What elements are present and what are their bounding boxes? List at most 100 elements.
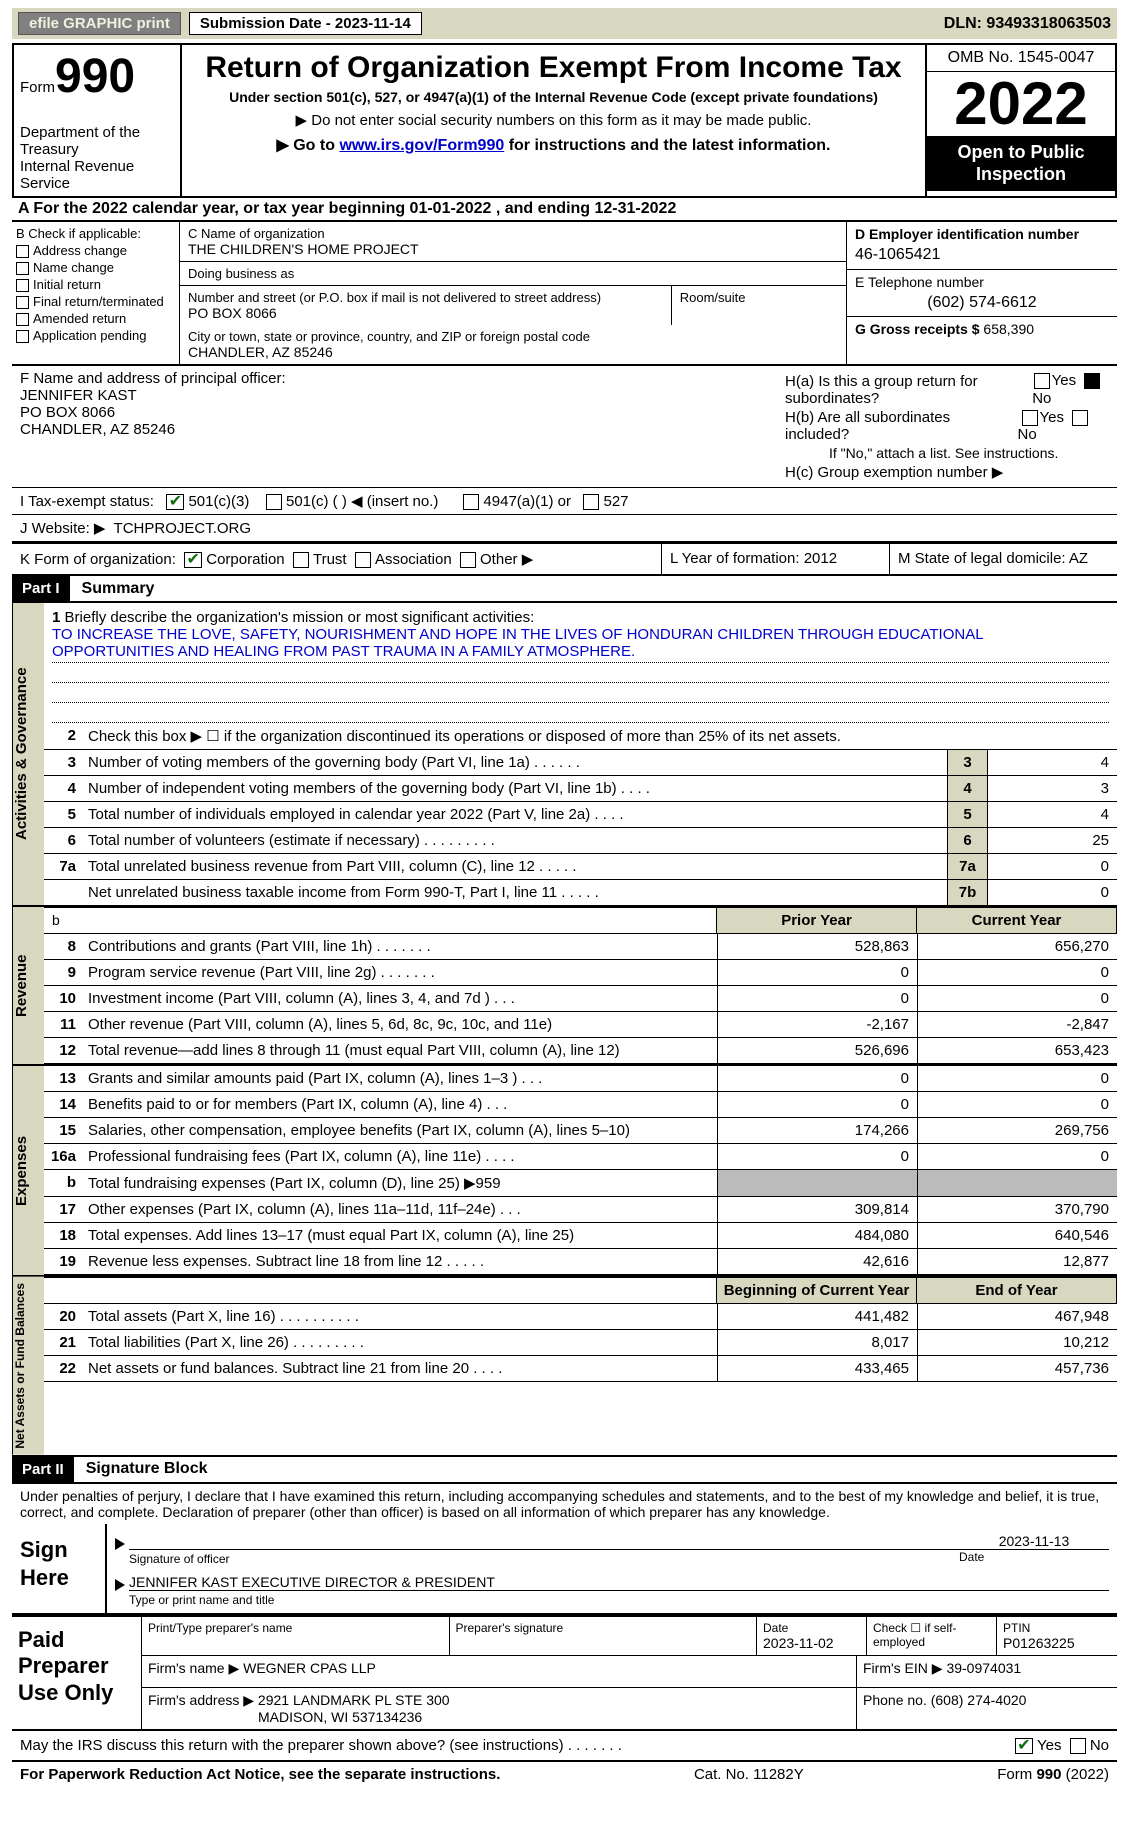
sig-date: 2023-11-13 xyxy=(959,1533,1109,1550)
officer-signature-line[interactable] xyxy=(129,1530,959,1550)
website-row: J Website: ▶ TCHPROJECT.ORG xyxy=(12,514,1117,542)
line-17: 17Other expenses (Part IX, column (A), l… xyxy=(44,1197,1117,1223)
line-6: 6Total number of volunteers (estimate if… xyxy=(44,827,1117,853)
k-cell: K Form of organization: Corporation Trus… xyxy=(12,544,661,574)
i-label: I Tax-exempt status: xyxy=(20,493,154,510)
addr-value: PO BOX 8066 xyxy=(188,305,663,321)
line-16a: 16aProfessional fundraising fees (Part I… xyxy=(44,1144,1117,1170)
side-revenue: Revenue xyxy=(12,907,44,1064)
line-16b: bTotal fundraising expenses (Part IX, co… xyxy=(44,1170,1117,1197)
footer-cat: Cat. No. 11282Y xyxy=(694,1766,804,1783)
page-footer: For Paperwork Reduction Act Notice, see … xyxy=(12,1762,1117,1787)
room-cell: Room/suite xyxy=(672,286,846,325)
line-4: 4Number of independent voting members of… xyxy=(44,775,1117,801)
hb-no-box[interactable] xyxy=(1072,410,1088,426)
penalties-text: Under penalties of perjury, I declare th… xyxy=(12,1484,1117,1524)
officer-addr2: CHANDLER, AZ 85246 xyxy=(20,421,769,438)
line-18: 18Total expenses. Add lines 13–17 (must … xyxy=(44,1223,1117,1249)
ein-cell: D Employer identification number 46-1065… xyxy=(847,222,1117,270)
header-left: efile GRAPHIC print Submission Date - 20… xyxy=(18,12,422,35)
room-label: Room/suite xyxy=(680,290,838,305)
may-irs-no-box[interactable] xyxy=(1070,1738,1086,1754)
part2-header-line: Part II Signature Block xyxy=(12,1457,1117,1484)
chk-initial-return[interactable]: Initial return xyxy=(16,277,175,292)
chk-527[interactable] xyxy=(583,494,599,510)
website-value: TCHPROJECT.ORG xyxy=(114,520,252,537)
print-name-label: Type or print name and title xyxy=(129,1591,1109,1607)
officer-row: F Name and address of principal officer:… xyxy=(12,366,1117,487)
hb-text: H(b) Are all subordinates included? xyxy=(785,409,1018,443)
ha-yes-box[interactable] xyxy=(1034,373,1050,389)
sign-here-label: Sign Here xyxy=(12,1524,107,1613)
opt-527: 527 xyxy=(603,493,628,510)
chk-address-change[interactable]: Address change xyxy=(16,243,175,258)
firm-addr2: MADISON, WI 537134236 xyxy=(148,1709,422,1725)
submission-date: Submission Date - 2023-11-14 xyxy=(189,12,422,35)
prep-row-2: Firm's name ▶ WEGNER CPAS LLP Firm's EIN… xyxy=(142,1656,1117,1688)
form-right-box: OMB No. 1545-0047 2022 Open to Public In… xyxy=(925,45,1115,196)
j-label: J Website: ▶ xyxy=(20,520,105,537)
may-irs-yes-box[interactable] xyxy=(1015,1738,1033,1754)
firm-addr-label: Firm's address ▶ xyxy=(148,1692,254,1708)
chk-association[interactable] xyxy=(355,552,371,568)
line-12: 12Total revenue—add lines 8 through 11 (… xyxy=(44,1038,1117,1064)
line-8: 8Contributions and grants (Part VIII, li… xyxy=(44,934,1117,960)
firm-addr1: 2921 LANDMARK PL STE 300 xyxy=(258,1692,450,1708)
chk-4947[interactable] xyxy=(463,494,479,510)
chk-corporation[interactable] xyxy=(184,552,202,568)
addr-label: Number and street (or P.O. box if mail i… xyxy=(188,290,663,305)
city-cell: City or town, state or province, country… xyxy=(180,325,846,364)
hb-yesno: Yes No xyxy=(1018,409,1109,443)
prep-row-1: Print/Type preparer's name Preparer's si… xyxy=(142,1617,1117,1656)
sub3-pre: ▶ Go to xyxy=(276,137,339,154)
tax-year: 2022 xyxy=(927,72,1115,136)
chk-501c3[interactable] xyxy=(166,494,184,510)
signature-block: Under penalties of perjury, I declare th… xyxy=(12,1484,1117,1615)
may-irs-row: May the IRS discuss this return with the… xyxy=(12,1731,1117,1762)
d-label: D Employer identification number xyxy=(855,226,1109,242)
mission-block: 1 Briefly describe the organization's mi… xyxy=(44,603,1117,723)
phone-value: (602) 574-6612 xyxy=(855,294,1109,312)
governance-section: Activities & Governance 1 Briefly descri… xyxy=(12,603,1117,907)
ptin: P01263225 xyxy=(1003,1635,1111,1651)
may-irs-text: May the IRS discuss this return with the… xyxy=(20,1737,1015,1754)
street-cell: Number and street (or P.O. box if mail i… xyxy=(180,286,672,325)
part1-header-line: Part I Summary xyxy=(12,576,1117,603)
prep-date-label: Date xyxy=(763,1621,860,1635)
k-label: K Form of organization: xyxy=(20,551,176,568)
form-990-page: efile GRAPHIC print Submission Date - 20… xyxy=(0,0,1129,1795)
chk-name-change[interactable]: Name change xyxy=(16,260,175,275)
chk-amended[interactable]: Amended return xyxy=(16,311,175,326)
chk-pending[interactable]: Application pending xyxy=(16,328,175,343)
chk-final-return[interactable]: Final return/terminated xyxy=(16,294,175,309)
prep-name-label: Print/Type preparer's name xyxy=(148,1621,443,1635)
name-arrow-icon xyxy=(115,1579,125,1591)
net-assets-section: Net Assets or Fund Balances Beginning of… xyxy=(12,1277,1117,1457)
mission-text: TO INCREASE THE LOVE, SAFETY, NOURISHMEN… xyxy=(52,626,1109,663)
may-irs-yesno: Yes No xyxy=(1015,1737,1109,1754)
dept-treasury: Department of the Treasury Internal Reve… xyxy=(20,124,174,192)
dln-number: DLN: 93493318063503 xyxy=(944,15,1111,33)
irs-link[interactable]: www.irs.gov/Form990 xyxy=(339,137,504,154)
opt-501c: 501(c) ( ) ◀ (insert no.) xyxy=(286,493,438,510)
efile-print-button[interactable]: efile GRAPHIC print xyxy=(18,12,181,35)
ha-row: H(a) Is this a group return for subordin… xyxy=(785,372,1109,407)
ha-no-box[interactable]: ✔ xyxy=(1084,373,1100,389)
prior-year-header: Prior Year xyxy=(716,908,916,933)
form-header: Form990 Department of the Treasury Inter… xyxy=(12,43,1117,198)
hb-yes-box[interactable] xyxy=(1022,410,1038,426)
middle-block: F Name and address of principal officer:… xyxy=(12,366,1117,544)
e-label: E Telephone number xyxy=(855,274,1109,290)
eoy-header: End of Year xyxy=(916,1278,1116,1303)
chk-501c[interactable] xyxy=(266,494,282,510)
chk-other[interactable] xyxy=(460,552,476,568)
footer-form: Form 990 (2022) xyxy=(997,1766,1109,1783)
governance-content: 1 Briefly describe the organization's mi… xyxy=(44,603,1117,905)
chk-trust[interactable] xyxy=(293,552,309,568)
date-label: Date xyxy=(959,1550,1109,1566)
line-21: 21Total liabilities (Part X, line 26) . … xyxy=(44,1330,1117,1356)
boy-header: Beginning of Current Year xyxy=(716,1278,916,1303)
mission-blank-2 xyxy=(52,683,1109,703)
m-cell: M State of legal domicile: AZ xyxy=(889,544,1117,574)
line-7a: 7aTotal unrelated business revenue from … xyxy=(44,853,1117,879)
